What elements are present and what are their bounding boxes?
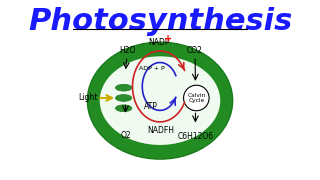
Circle shape <box>184 85 209 111</box>
Ellipse shape <box>116 95 132 101</box>
Text: Calvin
Cycle: Calvin Cycle <box>187 93 205 103</box>
Text: C6H12O6: C6H12O6 <box>177 132 213 141</box>
Text: NADFH: NADFH <box>148 126 174 135</box>
Ellipse shape <box>100 56 220 145</box>
Text: CO2: CO2 <box>187 46 203 55</box>
Text: Light: Light <box>78 93 98 102</box>
Ellipse shape <box>87 42 233 159</box>
Text: Photosynthesis: Photosynthesis <box>28 7 292 36</box>
Text: O2: O2 <box>121 131 132 140</box>
Text: NADP: NADP <box>148 38 170 47</box>
Text: +: + <box>164 34 172 44</box>
Text: H2O: H2O <box>119 46 135 55</box>
Ellipse shape <box>116 105 132 112</box>
Ellipse shape <box>116 84 132 91</box>
Text: ATP: ATP <box>144 102 158 111</box>
Text: ADP + P: ADP + P <box>139 66 165 71</box>
